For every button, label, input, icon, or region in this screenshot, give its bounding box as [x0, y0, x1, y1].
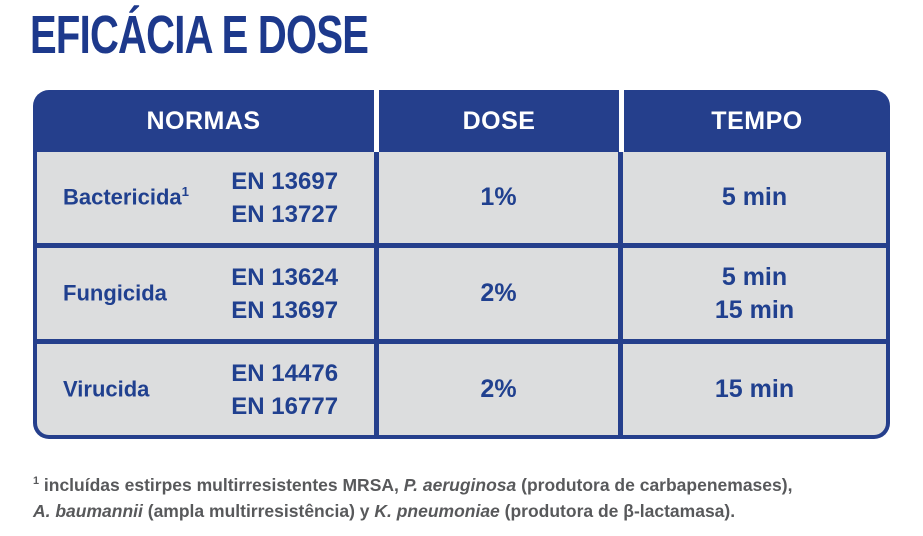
norm-codes: EN 13697 EN 13727 — [195, 165, 374, 231]
agent-name: Fungicida — [63, 280, 167, 306]
footnote-species-italic: K. pneumoniae — [374, 500, 500, 521]
row-bactericida-norms-cell: Bactericida1 EN 13697 EN 13727 — [37, 152, 374, 243]
norm-codes: EN 13624 EN 13697 — [195, 261, 374, 327]
agent-name: Bactericida — [63, 184, 182, 210]
agent-label-fungicida: Fungicida — [37, 280, 195, 306]
row-virucida-tempo-cell: 15 min — [623, 344, 886, 435]
norm-codes: EN 14476 EN 16777 — [195, 357, 374, 423]
agent-name: Virucida — [63, 376, 150, 402]
table-header-row: NORMAS DOSE TEMPO — [33, 90, 890, 152]
time-value: 5 min — [721, 183, 788, 211]
efficacy-dose-table: NORMAS DOSE TEMPO Bactericida1 EN 13697 … — [33, 90, 890, 439]
row-fungicida-norms-cell: Fungicida EN 13624 EN 13697 — [37, 248, 374, 339]
row-virucida-norms-cell: Virucida EN 14476 EN 16777 — [37, 344, 374, 435]
column-header-dose: DOSE — [379, 90, 619, 152]
agent-label-virucida: Virucida — [37, 376, 195, 402]
footnote-text: (produtora de β-lactamasa). — [499, 500, 736, 521]
norm-code: EN 13727 — [231, 200, 339, 228]
column-header-tempo: TEMPO — [624, 90, 890, 152]
norm-code: EN 13697 — [231, 296, 339, 324]
norm-code: EN 16777 — [231, 392, 339, 420]
row-virucida-dose-cell: 2% — [379, 344, 618, 435]
row-bactericida-tempo-cell: 5 min — [623, 152, 886, 243]
footnote-species-italic: P. aeruginosa — [403, 474, 517, 495]
norm-code: EN 14476 — [231, 359, 339, 387]
row-fungicida-tempo-cell: 5 min 15 min — [623, 248, 886, 339]
dose-value: 2% — [480, 279, 517, 307]
column-header-normas: NORMAS — [33, 90, 374, 152]
agent-label-bactericida: Bactericida1 — [37, 184, 195, 210]
table-body: Bactericida1 EN 13697 EN 13727 1% 5 min … — [33, 152, 890, 439]
time-value: 15 min — [714, 295, 795, 324]
time-value: 15 min — [714, 375, 795, 403]
page-title: EFICÁCIA E DOSE — [30, 5, 369, 65]
norm-code: EN 13697 — [231, 167, 339, 195]
footnote-text: incluídas estirpes multirresistentes MRS… — [39, 474, 404, 495]
footnote: 1 incluídas estirpes multirresistentes M… — [33, 468, 913, 524]
norm-code: EN 13624 — [231, 263, 339, 291]
row-bactericida-dose-cell: 1% — [379, 152, 618, 243]
footnote-text: (produtora de carbapenemases), — [516, 474, 793, 495]
time-value: 5 min — [721, 262, 788, 291]
dose-value: 2% — [480, 375, 517, 403]
dose-value: 1% — [480, 183, 517, 211]
row-fungicida-dose-cell: 2% — [379, 248, 618, 339]
footnote-species-italic: A. baumannii — [33, 500, 143, 521]
agent-footnote-marker: 1 — [181, 184, 189, 200]
footnote-marker: 1 — [33, 475, 40, 487]
footnote-text: (ampla multirresistência) y — [142, 500, 375, 521]
